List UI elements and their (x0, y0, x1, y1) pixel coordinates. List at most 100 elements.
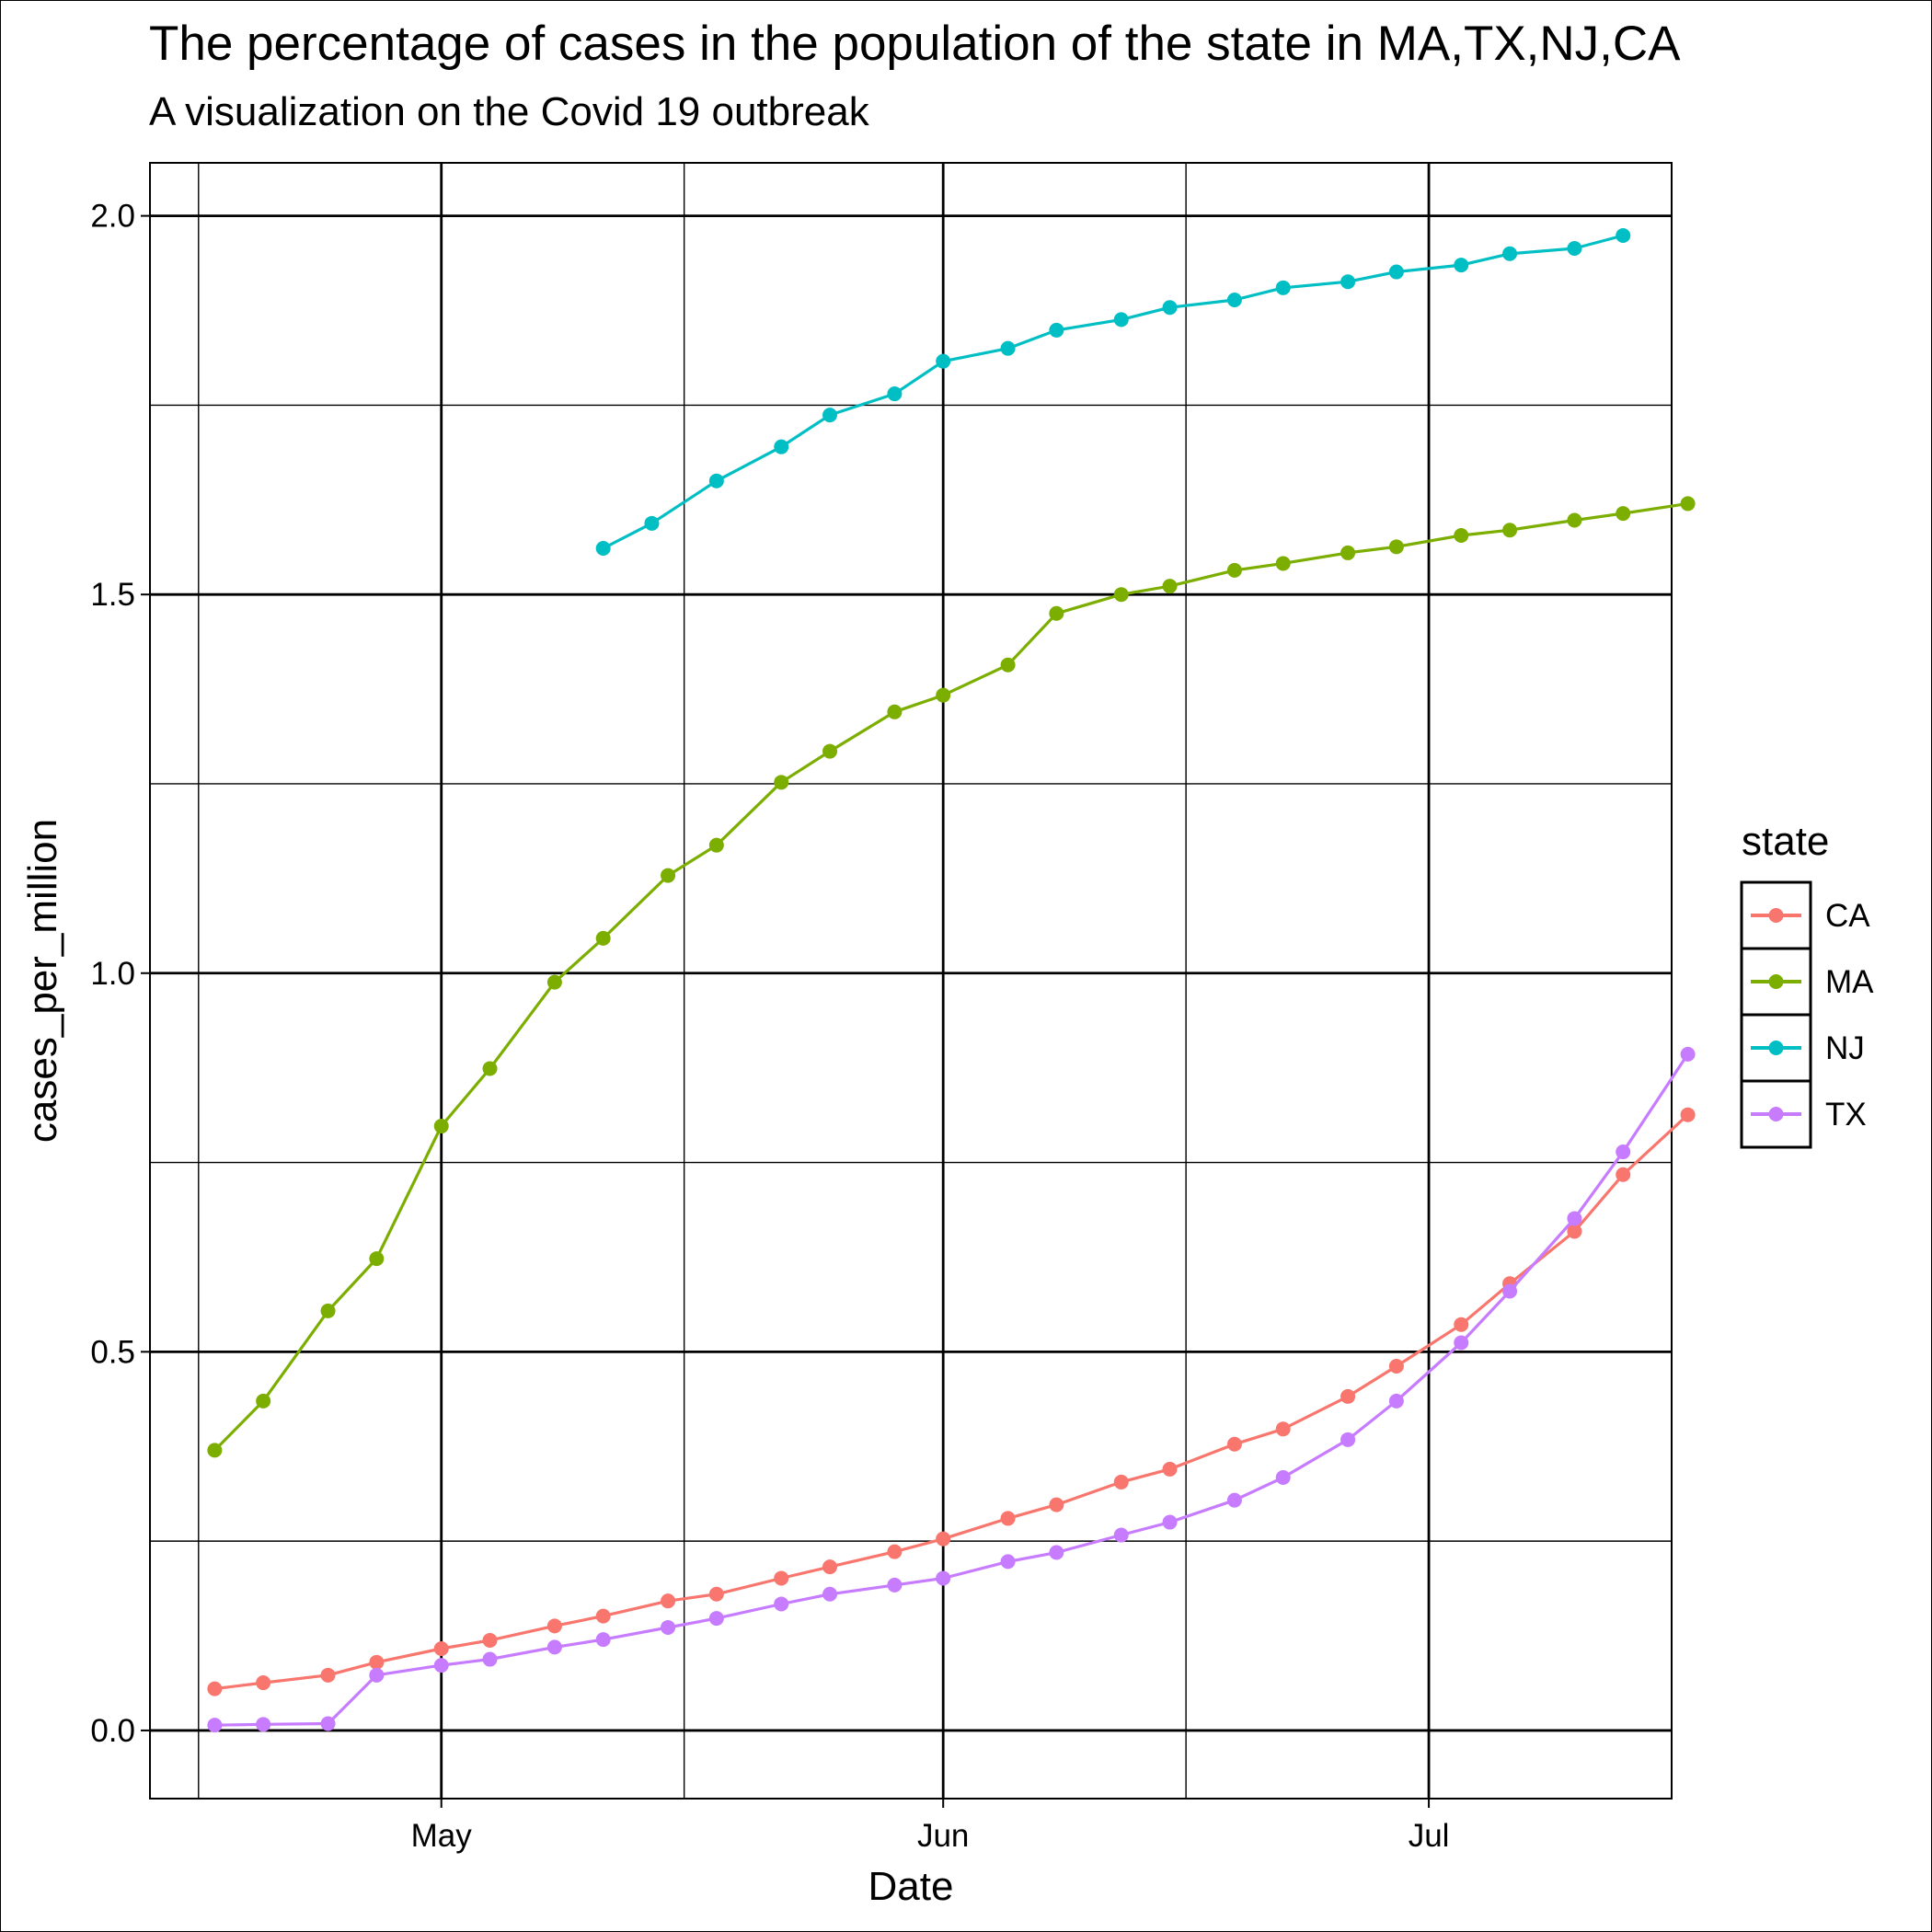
data-point-ca (1454, 1317, 1469, 1332)
data-point-ma (1616, 506, 1631, 522)
data-point-tx (1454, 1335, 1469, 1351)
data-point-ma (1567, 512, 1582, 528)
data-point-ca (936, 1531, 951, 1547)
plot-panel-border (149, 162, 1673, 1800)
plot-panel (150, 163, 1672, 1799)
data-point-nj (1454, 258, 1469, 273)
data-point-ma (1113, 587, 1129, 603)
legend-label-ca: CA (1825, 898, 1870, 934)
data-point-nj (887, 386, 903, 402)
data-point-nj (1000, 340, 1016, 356)
data-point-tx (369, 1667, 385, 1683)
data-point-nj (1275, 280, 1291, 295)
data-point-tx (1340, 1432, 1356, 1447)
data-point-nj (595, 540, 611, 556)
data-point-ma (774, 775, 789, 790)
data-point-ca (320, 1667, 336, 1683)
y-tick-label: 1.0 (90, 956, 135, 992)
data-point-tx (595, 1632, 611, 1648)
data-point-ca (887, 1544, 903, 1559)
data-point-ca (774, 1570, 789, 1586)
data-point-ca (708, 1586, 724, 1602)
legend-label-nj: NJ (1825, 1030, 1865, 1066)
data-point-tx (887, 1577, 903, 1593)
data-point-ma (1226, 562, 1242, 578)
data-point-tx (1275, 1469, 1291, 1485)
data-point-ma (887, 704, 903, 719)
legend-title: state (1742, 819, 1829, 864)
data-point-tx (1502, 1283, 1518, 1299)
x-tick-label: Jun (917, 1818, 969, 1854)
data-point-ma (595, 930, 611, 946)
data-point-tx (546, 1639, 562, 1655)
series-ca (207, 1107, 1696, 1696)
data-point-ca (822, 1559, 838, 1575)
legend-dot-tx (1768, 1107, 1784, 1121)
data-point-nj (708, 473, 724, 489)
data-point-nj (1049, 322, 1064, 338)
data-point-ca (661, 1593, 676, 1609)
y-tick-label: 1.5 (90, 577, 135, 613)
legend-label-ma: MA (1825, 964, 1874, 1000)
data-point-nj (1162, 300, 1178, 316)
data-point-ca (1388, 1358, 1404, 1374)
data-point-nj (1340, 274, 1356, 290)
data-point-tx (207, 1718, 223, 1733)
data-point-tx (256, 1717, 271, 1732)
data-point-ca (1049, 1497, 1064, 1512)
data-point-ca (1226, 1436, 1242, 1452)
data-point-ca (1000, 1511, 1016, 1526)
series-ma (207, 496, 1696, 1458)
data-point-nj (822, 408, 838, 423)
data-point-ma (1275, 556, 1291, 571)
legend-label-tx: TX (1825, 1097, 1867, 1133)
data-point-tx (1000, 1554, 1016, 1570)
data-point-tx (320, 1716, 336, 1731)
data-point-nj (774, 439, 789, 454)
data-point-ma (708, 837, 724, 853)
data-point-ma (1340, 545, 1356, 560)
x-axis-title: Date (868, 1864, 954, 1909)
data-point-ma (1000, 657, 1016, 673)
data-point-tx (1162, 1514, 1178, 1530)
data-point-ma (1454, 527, 1469, 543)
series-tx (207, 1046, 1696, 1733)
legend-dot-ca (1768, 908, 1784, 923)
chart-title: The percentage of cases in the populatio… (149, 17, 1681, 71)
data-point-ma (546, 974, 562, 990)
data-point-ca (433, 1641, 449, 1657)
data-point-ma (661, 868, 676, 883)
data-point-ca (482, 1632, 498, 1648)
data-point-tx (1616, 1144, 1631, 1160)
data-point-tx (936, 1570, 951, 1586)
data-point-tx (1680, 1046, 1696, 1062)
data-point-ca (1275, 1421, 1291, 1437)
data-point-ca (1680, 1107, 1696, 1122)
data-point-ma (1162, 579, 1178, 594)
data-point-tx (482, 1651, 498, 1667)
y-tick-label: 2.0 (90, 199, 135, 235)
y-tick-label: 0.0 (90, 1713, 135, 1749)
data-point-ca (1616, 1167, 1631, 1182)
data-point-tx (1226, 1492, 1242, 1508)
chart-subtitle: A visualization on the Covid 19 outbreak (149, 89, 869, 134)
data-point-ca (207, 1681, 223, 1696)
data-point-ma (369, 1251, 385, 1267)
data-point-nj (936, 353, 951, 369)
data-point-nj (1226, 292, 1242, 307)
data-point-ca (1340, 1388, 1356, 1404)
data-point-tx (708, 1611, 724, 1627)
data-point-ca (256, 1675, 271, 1691)
data-point-ma (1388, 539, 1404, 555)
data-point-nj (1502, 246, 1518, 261)
data-point-ca (1162, 1461, 1178, 1477)
data-point-ma (482, 1061, 498, 1076)
data-point-tx (1567, 1211, 1582, 1226)
data-point-tx (1049, 1545, 1064, 1560)
legend-dot-nj (1768, 1041, 1784, 1055)
data-point-tx (661, 1619, 676, 1635)
data-point-ma (822, 743, 838, 759)
y-axis-title: cases_per_million (20, 819, 65, 1143)
